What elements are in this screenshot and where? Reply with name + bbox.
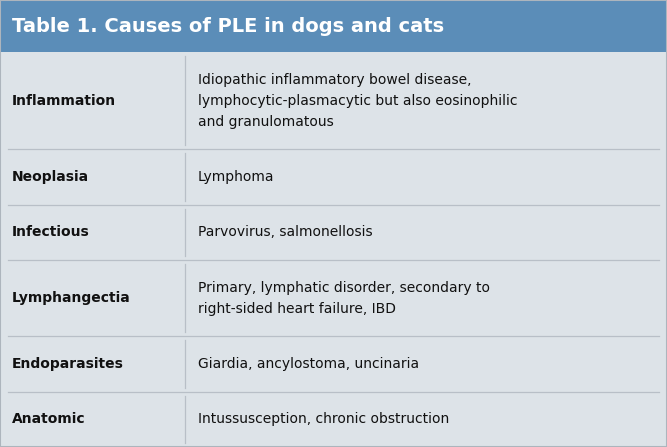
Bar [0,149,667,205]
Bar [0,52,667,149]
Text: Primary, lymphatic disorder, secondary to: Primary, lymphatic disorder, secondary t… [198,281,490,295]
Text: right-sided heart failure, IBD: right-sided heart failure, IBD [198,302,396,316]
Bar [0,260,667,336]
Text: Infectious: Infectious [12,225,90,239]
Text: Giardia, ancylostoma, uncinaria: Giardia, ancylostoma, uncinaria [198,357,419,371]
Text: Inflammation: Inflammation [12,93,116,108]
Text: Parvovirus, salmonellosis: Parvovirus, salmonellosis [198,225,373,239]
Text: Neoplasia: Neoplasia [12,170,89,184]
Text: Anatomic: Anatomic [12,412,85,426]
Bar [0,392,667,447]
Text: Intussusception, chronic obstruction: Intussusception, chronic obstruction [198,412,450,426]
Text: Lymphoma: Lymphoma [198,170,275,184]
Text: Lymphangectia: Lymphangectia [12,291,131,305]
Text: Endoparasites: Endoparasites [12,357,124,371]
Bar [0,336,667,392]
Bar [0,0,667,52]
Text: lymphocytic-plasmacytic but also eosinophilic: lymphocytic-plasmacytic but also eosinop… [198,93,518,108]
Bar [0,205,667,260]
Text: Table 1. Causes of PLE in dogs and cats: Table 1. Causes of PLE in dogs and cats [12,17,444,35]
Text: Idiopathic inflammatory bowel disease,: Idiopathic inflammatory bowel disease, [198,73,472,87]
Text: and granulomatous: and granulomatous [198,114,334,129]
